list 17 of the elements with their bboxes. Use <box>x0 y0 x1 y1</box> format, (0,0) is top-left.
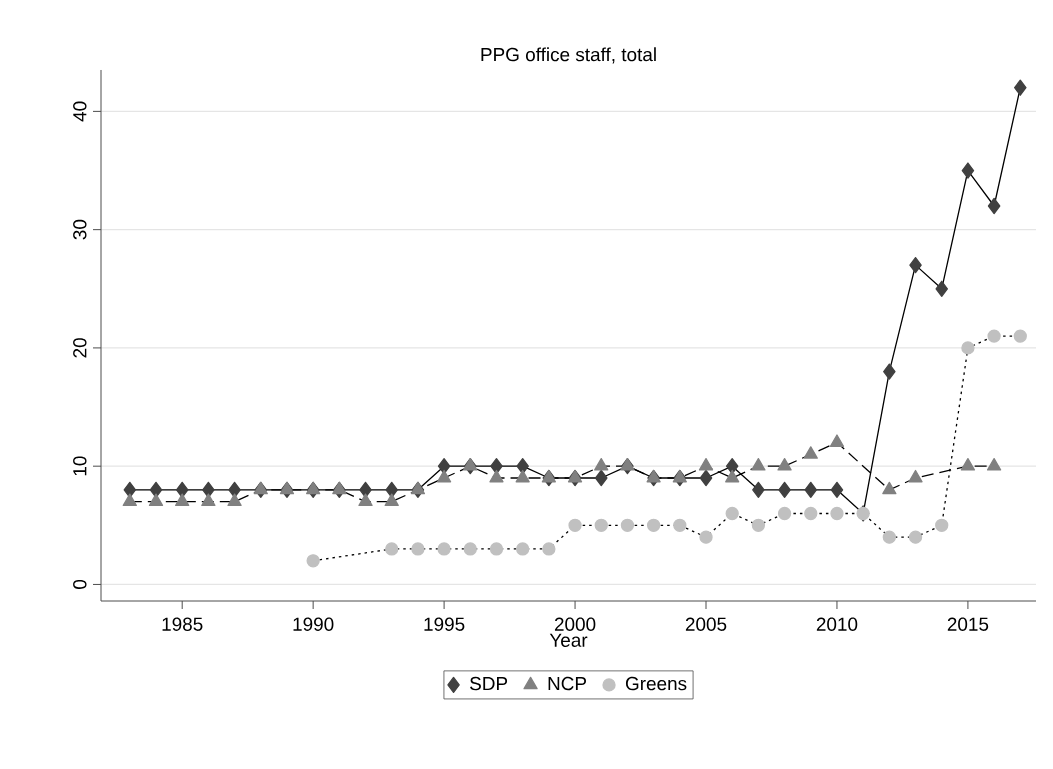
x-tick-label: 1990 <box>293 617 334 631</box>
y-tick-label: 20 <box>73 338 87 358</box>
legend-label: SDP <box>470 676 508 691</box>
y-tick-label: 10 <box>73 456 87 476</box>
y-tick-label: 30 <box>73 219 87 240</box>
x-tick-label: 2010 <box>816 617 858 631</box>
legend-label: NCP <box>548 676 587 691</box>
chart-title: PPG office staff, total <box>481 47 656 64</box>
y-tick-label: 0 <box>73 579 87 589</box>
x-axis-title: Year <box>549 633 588 647</box>
x-tick-label: 2000 <box>554 617 596 631</box>
x-tick-label: 1985 <box>162 617 203 631</box>
legend-label: Greens <box>625 676 687 691</box>
y-tick-label: 40 <box>73 101 87 122</box>
x-tick-label: 2015 <box>947 617 989 631</box>
x-tick-label: 2005 <box>685 617 727 631</box>
x-tick-label: 1995 <box>424 617 465 631</box>
